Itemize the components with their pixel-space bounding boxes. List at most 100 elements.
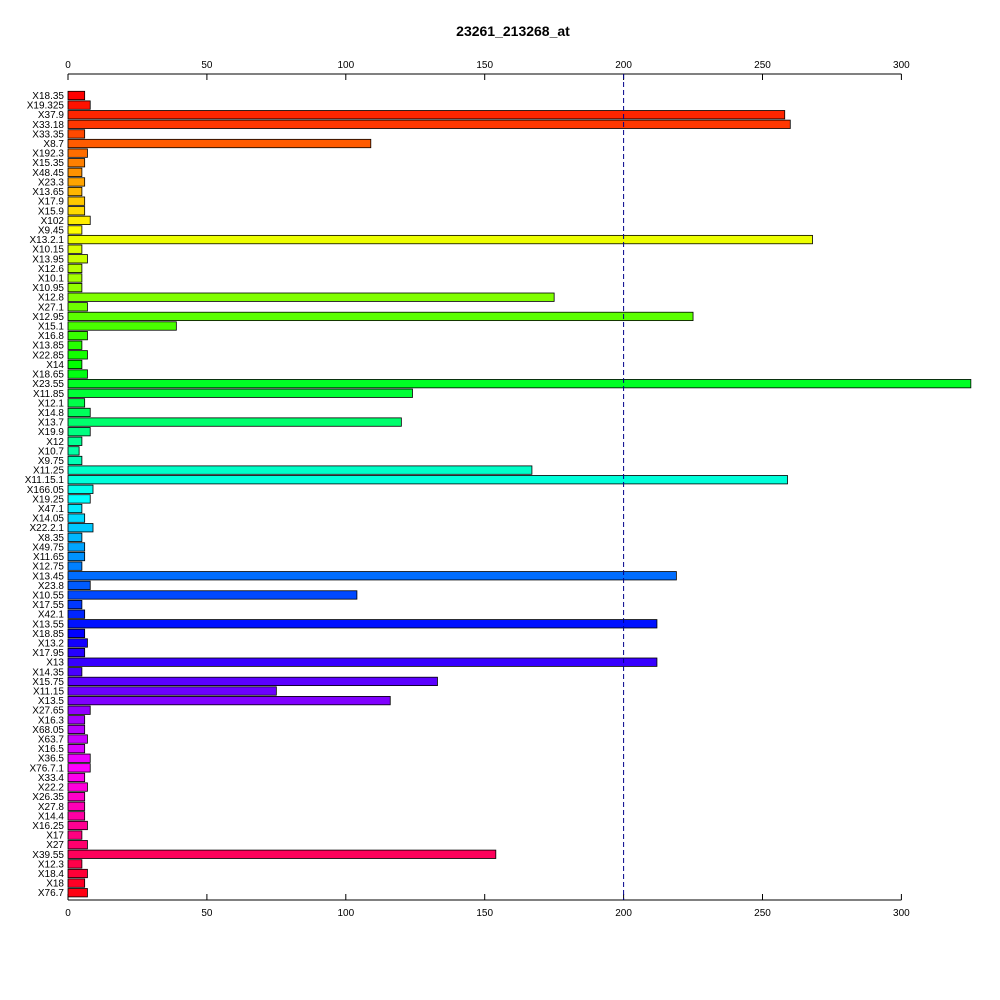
bar xyxy=(67,359,83,370)
category-label: X13.95 xyxy=(32,254,64,265)
category-label: X18 xyxy=(46,879,64,890)
category-label: X11.15.1 xyxy=(25,475,65,486)
bar xyxy=(67,273,83,283)
bar xyxy=(67,696,391,706)
bottom-tick-label: 150 xyxy=(476,908,493,919)
top-tick-label: 300 xyxy=(893,60,910,71)
bar xyxy=(67,840,88,850)
bar xyxy=(67,753,91,763)
bar xyxy=(67,302,88,312)
category-label: X102 xyxy=(41,216,65,227)
category-label: X14 xyxy=(46,360,64,371)
bar xyxy=(67,580,91,590)
bar xyxy=(67,244,83,254)
bar xyxy=(67,551,86,562)
bar xyxy=(67,417,402,427)
category-label: X18.4 xyxy=(38,869,65,880)
category-label: X22.2 xyxy=(38,783,65,794)
category-label: X14.35 xyxy=(32,667,64,678)
bar xyxy=(67,513,86,523)
category-label: X18.65 xyxy=(32,370,64,381)
category-label: X23.8 xyxy=(38,581,65,592)
bar xyxy=(67,657,658,667)
bar xyxy=(67,638,88,648)
bar xyxy=(67,763,91,773)
bar xyxy=(67,446,80,456)
category-label: X12.6 xyxy=(38,264,65,275)
category-label: X12.3 xyxy=(38,859,65,870)
category-label: X14.05 xyxy=(32,514,64,525)
category-label: X11.85 xyxy=(33,389,64,400)
category-label: X17.95 xyxy=(32,648,64,659)
bar-series xyxy=(67,90,972,898)
bar xyxy=(67,705,91,715)
category-label: X16.8 xyxy=(38,331,65,342)
category-label: X33.35 xyxy=(32,129,64,140)
category-label: X12 xyxy=(46,437,64,448)
bar xyxy=(67,475,788,485)
bar xyxy=(67,119,791,129)
bar xyxy=(67,878,86,888)
bar xyxy=(67,590,358,600)
category-label: X13.55 xyxy=(32,619,64,630)
category-label: X14.8 xyxy=(38,408,65,419)
category-label: X18.35 xyxy=(32,91,64,102)
category-label: X10.95 xyxy=(32,283,64,294)
bar xyxy=(67,331,88,341)
category-label: X27.8 xyxy=(38,802,65,813)
category-label: X37.9 xyxy=(38,110,65,121)
bar xyxy=(67,609,86,619)
category-label: X27.1 xyxy=(38,302,65,313)
category-label: X13.85 xyxy=(32,341,64,352)
category-label: X18.85 xyxy=(32,629,64,640)
category-label: X12.8 xyxy=(38,293,65,304)
bar xyxy=(67,110,786,120)
bar xyxy=(67,167,83,177)
bar xyxy=(67,715,86,725)
bar xyxy=(67,868,88,879)
category-label: X49.75 xyxy=(32,542,64,553)
bottom-x-axis: 0 50 100 150 200 250 300 xyxy=(65,894,910,919)
category-label: X13.7 xyxy=(38,418,65,429)
bar xyxy=(67,388,413,398)
category-label: X10.7 xyxy=(38,446,65,457)
bar xyxy=(67,523,94,533)
category-label: X8.35 xyxy=(38,533,65,544)
top-tick-label: 200 xyxy=(615,60,632,71)
category-label: X27.65 xyxy=(32,706,64,717)
bottom-tick-label: 50 xyxy=(201,908,213,919)
category-label: X9.45 xyxy=(38,225,65,236)
bar xyxy=(67,100,91,110)
bar xyxy=(67,619,658,629)
category-label: X9.75 xyxy=(38,456,65,467)
category-label: X192.3 xyxy=(32,149,64,160)
bar xyxy=(67,436,83,446)
bar xyxy=(67,225,83,235)
bar xyxy=(67,455,83,466)
category-label: X13 xyxy=(46,658,64,669)
bar xyxy=(67,724,86,735)
category-label: X22.85 xyxy=(32,350,64,361)
top-x-axis: 0 50 100 150 200 250 300 xyxy=(65,60,910,80)
category-label: X36.5 xyxy=(38,754,65,765)
category-label: X14.4 xyxy=(38,811,65,822)
bar xyxy=(67,398,86,408)
bar xyxy=(67,311,694,322)
category-label: X13.2.1 xyxy=(30,235,65,246)
category-label: X22.2.1 xyxy=(30,523,65,534)
bar xyxy=(67,571,677,581)
top-tick-label: 150 xyxy=(476,60,493,71)
bar xyxy=(67,744,86,754)
category-label: X15.35 xyxy=(32,158,64,169)
bar xyxy=(67,206,86,216)
category-label: X17.55 xyxy=(32,600,64,611)
category-label: X11.15 xyxy=(33,687,64,698)
category-axis: X18.35X19.325X37.9X33.18X33.35X8.7X192.3… xyxy=(25,91,65,899)
category-label: X16.3 xyxy=(38,715,65,726)
chart-title: 23261_213268_at xyxy=(456,23,570,39)
bar xyxy=(67,186,83,197)
bar xyxy=(67,859,83,869)
category-label: X17 xyxy=(46,831,64,842)
bar xyxy=(67,811,86,821)
bar xyxy=(67,561,83,571)
